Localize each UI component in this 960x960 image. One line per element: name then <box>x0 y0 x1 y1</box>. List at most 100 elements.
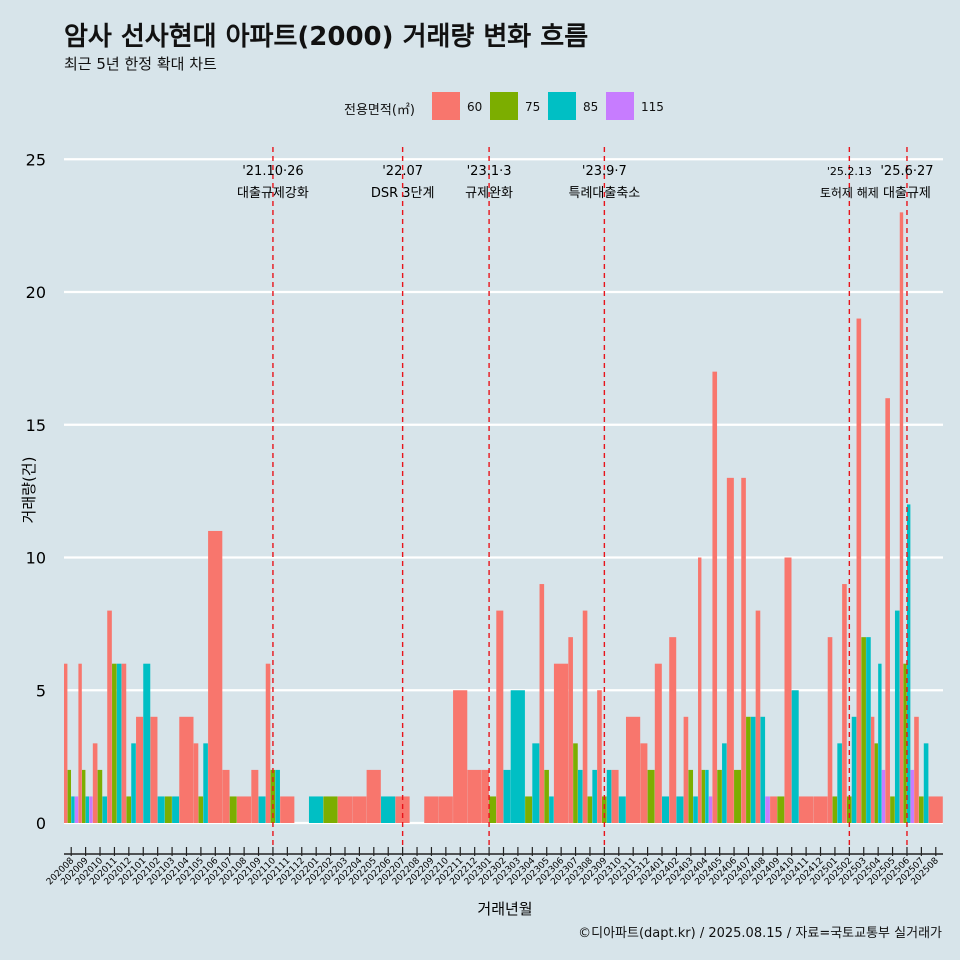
bar-202305-60 <box>539 584 545 823</box>
bars <box>64 212 943 824</box>
bar-202304-85 <box>532 743 540 823</box>
bar-202012-60 <box>121 663 127 823</box>
bar-202407-85 <box>750 716 756 823</box>
event-date-label: '22.07 <box>382 164 423 179</box>
bar-202011-85 <box>116 663 122 823</box>
bar-202308-75 <box>587 796 593 823</box>
event-date-label: '25.2.13 <box>827 165 872 178</box>
bar-202103-85 <box>172 796 180 823</box>
bar-202304-75 <box>525 796 533 823</box>
bar-202303-85 <box>510 690 525 823</box>
bar-202507-75 <box>918 796 924 823</box>
bar-202407-75 <box>746 716 751 823</box>
bar-202410-60 <box>784 557 792 823</box>
bar-202401-60 <box>654 663 662 823</box>
bar-202106-60 <box>208 530 223 823</box>
bar-202306-60 <box>553 663 569 823</box>
x-axis-label: 거래년월 <box>477 900 532 918</box>
bar-202310-85 <box>618 796 626 823</box>
bar-202506-115 <box>910 769 914 823</box>
bar-202507-85 <box>923 743 929 823</box>
bar-202405-60 <box>712 371 718 823</box>
bar-202310-60 <box>611 769 619 823</box>
bar-202408-115 <box>765 796 770 823</box>
bar-202301-60 <box>481 769 489 823</box>
bar-202403-85 <box>693 796 698 823</box>
bar-202009-60 <box>78 663 82 823</box>
bar-202404-115 <box>708 796 713 823</box>
bar-202406-75 <box>734 769 742 823</box>
bar-202503-75 <box>861 637 866 823</box>
event-date-label: '23.9·7 <box>582 164 627 179</box>
bar-202403-75 <box>688 769 694 823</box>
bar-202109-60 <box>251 769 259 823</box>
bar-202008-115 <box>74 796 79 823</box>
event-description-label: DSR 3단계 <box>371 186 435 201</box>
bar-202010-60 <box>92 743 98 823</box>
event-description-label: 토허제 해제 <box>820 186 879 200</box>
bar-202105-60 <box>193 743 199 823</box>
bar-202410-85 <box>791 690 799 823</box>
bar-202402-85 <box>676 796 684 823</box>
bar-202009-115 <box>89 796 93 823</box>
bar-202110-60 <box>265 663 271 823</box>
event-description-label: 대출규제 <box>883 186 931 201</box>
legend-swatch-85 <box>548 92 576 120</box>
y-tick-label: 15 <box>26 416 46 435</box>
bar-202409-75 <box>777 796 785 823</box>
event-description-label: 규제완화 <box>465 186 513 201</box>
event-date-label: '23.1·3 <box>467 164 512 179</box>
bar-202202-75 <box>323 796 338 823</box>
bar-202207-60 <box>395 796 410 823</box>
y-tick-label: 0 <box>36 814 46 833</box>
bar-202206-85 <box>381 796 396 823</box>
chart-title: 암사 선사현대 아파트(2000) 거래량 변화 흐름 <box>64 22 589 52</box>
bar-202403-60 <box>683 716 689 823</box>
bar-202408-60 <box>755 610 761 823</box>
bar-202109-85 <box>258 796 266 823</box>
bar-202408-85 <box>760 716 766 823</box>
legend-title: 전용면적(㎡) <box>344 103 415 118</box>
bar-202401-85 <box>662 796 670 823</box>
bar-202504-60 <box>870 716 875 823</box>
bar-202009-75 <box>82 769 86 823</box>
bar-202506-60 <box>899 212 904 824</box>
bar-202008-85 <box>71 796 75 823</box>
event-description-label: 대출규제강화 <box>237 186 309 201</box>
bar-202505-75 <box>890 796 895 823</box>
bar-202409-60 <box>770 796 778 823</box>
caption: ©디아파트(dapt.kr) / 2025.08.15 / 자료=국토교통부 실… <box>578 926 942 941</box>
bar-202302-85 <box>503 769 511 823</box>
bar-202201-85 <box>308 796 324 823</box>
bar-202504-115 <box>881 769 886 823</box>
bar-202009-85 <box>85 796 90 823</box>
y-tick-label: 20 <box>26 283 46 302</box>
bar-202008-75 <box>67 769 72 823</box>
bar-202008-60 <box>64 663 68 823</box>
x-axis: 2020082020092020102020112020122021012021… <box>45 847 943 887</box>
bar-202302-60 <box>496 610 504 823</box>
bar-202309-75 <box>601 796 607 823</box>
bar-202501-75 <box>832 796 838 823</box>
y-tick-label: 25 <box>26 150 46 169</box>
event-lines: '21.10·26 대출규제강화 '22.07 DSR 3단계 '23.1·3 규제완화 '… <box>237 147 934 848</box>
bar-202505-60 <box>885 398 890 823</box>
y-axis-label: 거래량(건) <box>20 457 38 524</box>
event-date-label: '21.10·26 <box>242 164 303 179</box>
bar-202011-60 <box>107 610 112 823</box>
event-date-label: '25.6·27 <box>880 164 933 179</box>
bar-202012-85 <box>131 743 136 823</box>
bar-202404-60 <box>698 557 702 823</box>
bar-202506-85 <box>906 504 911 823</box>
bar-202501-85 <box>837 743 842 823</box>
bar-202103-75 <box>164 796 172 823</box>
bar-202307-85 <box>577 769 583 823</box>
bar-202210-60 <box>438 796 453 823</box>
bar-202504-85 <box>878 663 882 823</box>
bar-202010-75 <box>97 769 103 823</box>
legend-swatch-115 <box>606 92 634 120</box>
bar-202501-60 <box>827 637 833 823</box>
bar-202405-85 <box>722 743 727 823</box>
